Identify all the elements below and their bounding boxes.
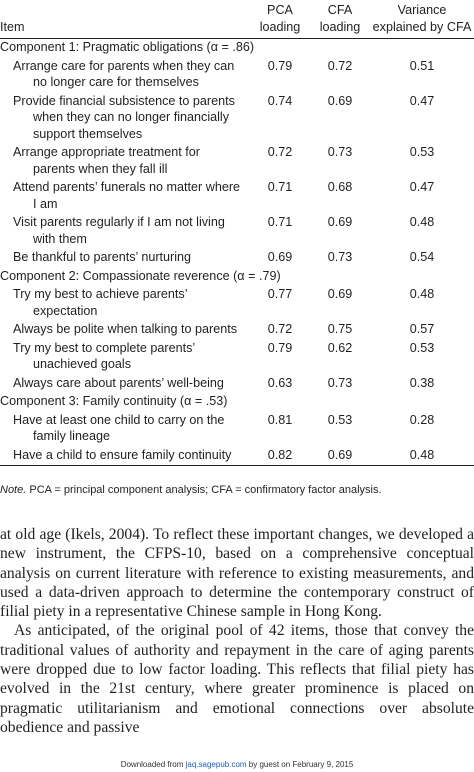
item-cell: Arrange appropriate treatment for parent… [13,145,200,176]
item-row: Visit parents regularly if I am not livi… [0,214,474,249]
item-row: Provide financial subsistence to parents… [0,93,474,145]
value-cell: 0.47 [409,180,435,194]
header-row: Item PCA loading CFA loading Variance ex… [0,0,474,39]
value-cell: 0.69 [327,287,353,301]
value-cell: 0.79 [267,340,293,355]
footer-text: by guest on February 9, 2015 [248,760,354,769]
value-cell: 0.73 [327,145,353,159]
item-cell: Try my best to complete parents’ unachie… [13,340,195,372]
paragraph: As anticipated, of the original pool of … [0,622,474,736]
component-row: Component 3: Family continuity (α = .53) [0,393,474,412]
value-cell: 0.74 [267,93,293,108]
header-cell: CFA loading [310,0,370,39]
value-cell: 0.53 [409,340,435,355]
item-row: Try my best to complete parents’ unachie… [0,340,474,375]
table: Item PCA loading CFA loading Variance ex… [0,0,474,466]
value-cell: 0.53 [327,412,353,427]
header-cell: Variance explained by CFA [370,0,474,39]
item-cell: Be thankful to parents’ nurturing [13,250,192,264]
value-cell: 0.48 [409,447,435,462]
item-row: Attend parents’ funerals no matter where… [0,179,474,214]
value-cell: 0.28 [409,412,435,427]
value-cell: 0.73 [327,250,353,264]
value-cell: 0.48 [409,215,435,229]
item-cell: Provide financial subsistence to parents… [13,93,235,141]
item-row: Arrange care for parents when they can n… [0,58,474,93]
component-row: Component 2: Compassionate reverence (α … [0,268,474,287]
item-cell: Attend parents’ funerals no matter where… [13,180,241,211]
note-label: Note. [0,484,27,496]
component-title: Component 2: Compassionate reverence (α … [0,268,281,283]
value-cell: 0.79 [267,58,293,73]
footer-link[interactable]: jaq.sagepub.com [185,760,247,769]
body-text: at old age (Ikels, 2004). To reflect the… [0,525,474,737]
value-cell: 0.72 [267,322,293,336]
item-row: Have at least one child to carry on the … [0,412,474,447]
value-cell: 0.57 [409,322,435,336]
header-cell: Item [0,0,250,39]
header-cell: PCA loading [250,0,310,39]
value-cell: 0.51 [409,58,435,73]
item-cell: Have at least one child to carry on the … [13,412,225,444]
component-row: Component 1: Pragmatic obligations (α = … [0,39,474,58]
item-cell: Always be polite when talking to parents [13,322,238,336]
item-row: Try my best to achieve parents’ expectat… [0,286,474,321]
item-cell: Always care about parents’ well-being [13,375,224,390]
value-cell: 0.75 [327,322,353,336]
value-cell: 0.77 [267,287,293,301]
table-area: Item PCA loading CFA loading Variance ex… [0,0,474,466]
value-cell: 0.38 [409,375,435,390]
footer: Downloaded from jaq.sagepub.com by guest… [0,760,474,769]
item-row: Have a child to ensure family continuity… [0,447,474,466]
value-cell: 0.81 [267,412,293,427]
value-cell: 0.53 [409,145,435,159]
component-title: Component 3: Family continuity (α = .53) [0,394,228,408]
item-row: Be thankful to parents’ nurturing 0.69 0.7… [0,249,474,268]
value-cell: 0.72 [267,145,293,159]
value-cell: 0.71 [267,215,293,229]
component-title: Component 1: Pragmatic obligations (α = … [0,40,255,54]
value-cell: 0.69 [327,93,353,108]
value-cell: 0.48 [409,287,435,301]
item-cell: Visit parents regularly if I am not livi… [13,215,225,246]
item-row: Always care about parents’ well-being 0.6… [0,375,474,394]
item-cell: Have a child to ensure family continuity [13,447,232,462]
value-cell: 0.82 [267,447,293,462]
item-row: Always be polite when talking to parents… [0,321,474,340]
item-row: Arrange appropriate treatment for parent… [0,144,474,179]
value-cell: 0.69 [267,250,293,264]
value-cell: 0.63 [267,375,293,390]
value-cell: 0.73 [327,375,353,390]
value-cell: 0.71 [267,180,293,194]
value-cell: 0.47 [409,93,435,108]
value-cell: 0.54 [409,250,435,264]
note-text: PCA = principal component analysis; CFA … [29,484,382,496]
paragraph: at old age (Ikels, 2004). To reflect the… [0,526,474,621]
value-cell: 0.72 [327,58,353,73]
item-cell: Arrange care for parents when they can n… [13,58,235,90]
value-cell: 0.69 [327,447,353,462]
item-cell: Try my best to achieve parents’ expectat… [13,287,188,318]
table-note: Note. PCA = principal component analysis… [0,484,382,496]
footer-text: Downloaded from [120,760,184,769]
value-cell: 0.68 [327,180,353,194]
value-cell: 0.62 [327,340,353,355]
value-cell: 0.69 [327,215,353,229]
